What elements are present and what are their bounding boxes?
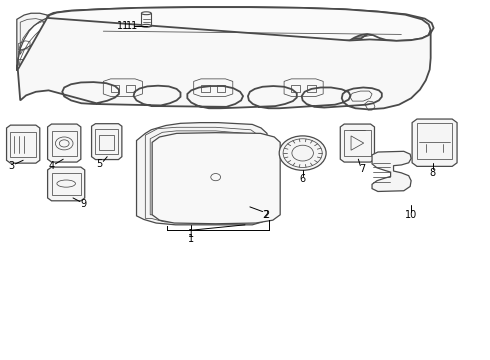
Polygon shape [152, 133, 280, 224]
Polygon shape [6, 125, 40, 163]
Circle shape [279, 136, 326, 170]
Bar [344, 130, 370, 156]
Text: 6: 6 [299, 174, 306, 184]
Text: 1: 1 [188, 234, 195, 244]
Polygon shape [17, 13, 47, 71]
Bar [111, 85, 120, 93]
Text: 2: 2 [263, 210, 270, 220]
Bar [99, 135, 114, 150]
Text: 8: 8 [430, 168, 436, 178]
Bar [201, 85, 210, 93]
Text: 5: 5 [96, 159, 102, 169]
Bar [10, 132, 36, 157]
Polygon shape [137, 123, 267, 225]
Polygon shape [412, 119, 457, 166]
Polygon shape [372, 151, 411, 192]
Text: 1: 1 [188, 229, 195, 239]
Bar [417, 123, 452, 159]
Polygon shape [48, 167, 85, 201]
Polygon shape [340, 124, 374, 162]
Text: 10: 10 [405, 210, 417, 220]
Bar [217, 85, 225, 93]
Polygon shape [92, 124, 122, 159]
Bar [292, 85, 300, 93]
Ellipse shape [142, 12, 151, 15]
Bar [142, 13, 151, 26]
Text: 2: 2 [263, 210, 269, 220]
Text: 4: 4 [49, 161, 54, 171]
Polygon shape [48, 124, 81, 162]
Bar [307, 85, 316, 93]
Polygon shape [47, 7, 434, 41]
Text: 7: 7 [359, 164, 366, 174]
Bar [126, 85, 135, 93]
Text: 11: 11 [118, 21, 130, 31]
Bar [96, 130, 118, 154]
Polygon shape [47, 7, 431, 43]
Text: 9: 9 [81, 199, 87, 210]
Bar [51, 131, 77, 156]
Text: 11: 11 [125, 21, 138, 31]
Bar [51, 173, 81, 195]
Text: 3: 3 [8, 161, 15, 171]
Polygon shape [18, 18, 431, 109]
